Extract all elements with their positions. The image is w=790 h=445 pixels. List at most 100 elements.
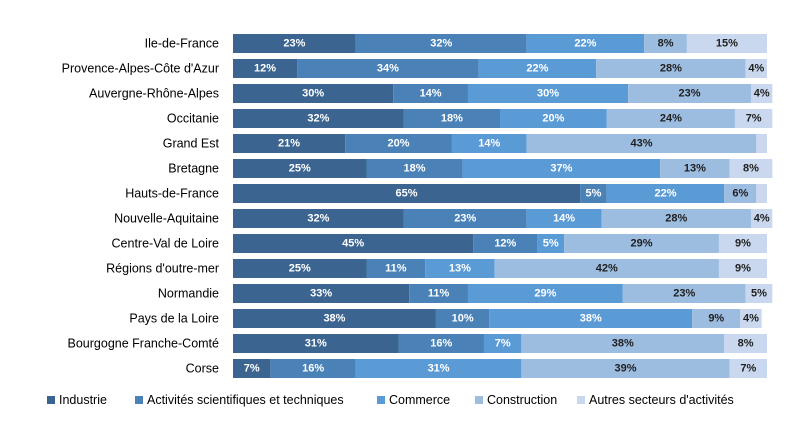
data-label: 8%: [743, 163, 759, 175]
legend-swatch: [377, 396, 385, 404]
data-label: 9%: [708, 313, 724, 325]
data-label: 32%: [307, 213, 329, 225]
category-label: Bretagne: [168, 162, 219, 176]
bar-segment: [398, 334, 484, 353]
data-label: 30%: [302, 88, 324, 100]
data-label: 23%: [283, 38, 305, 50]
bar-segment: [233, 209, 404, 228]
data-label: 14%: [478, 138, 500, 150]
bar-segment: [526, 134, 757, 153]
bar-segment: [451, 134, 527, 153]
bar-segment: [435, 309, 490, 328]
data-label: 13%: [684, 163, 706, 175]
bar-segment: [729, 159, 773, 178]
data-label: 18%: [441, 113, 463, 125]
category-label: Centre-Val de Loire: [112, 237, 220, 251]
legend-label: Industrie: [59, 393, 107, 407]
category-axis-labels: Ile-de-France Provence-Alpes-Côte d'Azur A…: [62, 37, 220, 376]
data-label: 43%: [630, 138, 652, 150]
bar-segment: [644, 34, 687, 53]
category-label: Nouvelle-Aquitaine: [114, 212, 219, 226]
data-label: 21%: [278, 138, 300, 150]
category-label: Grand Est: [163, 137, 220, 151]
bar-segment: [270, 359, 356, 378]
data-label: 4%: [754, 213, 770, 225]
data-label: 4%: [748, 63, 764, 75]
bar-segment: [233, 284, 410, 303]
data-label: 22%: [574, 38, 596, 50]
data-label: 29%: [534, 288, 556, 300]
data-label: 8%: [658, 38, 674, 50]
category-label: Hauts-de-France: [125, 187, 219, 201]
bar-segment: [473, 234, 538, 253]
bar-segment: [355, 34, 527, 53]
data-label: 9%: [735, 238, 751, 250]
bar-segment: [233, 309, 436, 328]
bar-segment: [606, 184, 725, 203]
data-label: 37%: [550, 163, 572, 175]
bar-segment: [745, 284, 773, 303]
data-label: 24%: [660, 113, 682, 125]
bar-segment: [660, 159, 730, 178]
category-label: Pays de la Loire: [129, 312, 219, 326]
data-label: 25%: [289, 163, 311, 175]
data-label: 32%: [430, 38, 452, 50]
data-label: 20%: [388, 138, 410, 150]
data-label: 4%: [743, 313, 759, 325]
bar-segment: [596, 59, 746, 78]
bar-segment: [297, 59, 479, 78]
data-label: 9%: [735, 263, 751, 275]
data-label: 25%: [289, 263, 311, 275]
bar-segment: [425, 259, 495, 278]
category-label: Corse: [186, 362, 219, 376]
bar-segment: [403, 109, 500, 128]
bar-segment: [718, 234, 767, 253]
data-label: 7%: [495, 338, 511, 350]
data-label: 18%: [404, 163, 426, 175]
data-label: 38%: [612, 338, 634, 350]
bar-segment: [233, 359, 271, 378]
data-label: 23%: [673, 288, 695, 300]
data-label: 7%: [746, 113, 762, 125]
data-label: 14%: [553, 213, 575, 225]
bar-segment: [740, 309, 762, 328]
category-label: Normandie: [158, 287, 219, 301]
category-label: Régions d'outre-mer: [106, 262, 219, 276]
bar-segment: [366, 159, 463, 178]
data-label: 29%: [630, 238, 652, 250]
data-label: 20%: [542, 113, 564, 125]
data-label: 5%: [585, 188, 601, 200]
bar-segment: [233, 184, 581, 203]
data-label: 34%: [377, 63, 399, 75]
legend-swatch: [577, 396, 585, 404]
bar-segment: [403, 209, 527, 228]
bar-segment: [483, 334, 522, 353]
data-label: 65%: [396, 188, 418, 200]
category-label: Bourgogne Franche-Comté: [68, 337, 220, 351]
category-label: Auvergne-Rhône-Alpes: [89, 87, 219, 101]
bar-segment: [745, 59, 767, 78]
bar-segment: [409, 284, 468, 303]
data-label: 39%: [614, 363, 636, 375]
data-label: 15%: [716, 38, 738, 50]
legend-swatch: [135, 396, 143, 404]
legend-item: Construction: [475, 393, 557, 407]
data-label: 22%: [526, 63, 548, 75]
bar-segment: [734, 109, 773, 128]
bar-segment: [724, 334, 767, 353]
bar-segment: [526, 209, 602, 228]
data-label: 28%: [660, 63, 682, 75]
bar-segment: [355, 359, 522, 378]
bar-segment: [692, 309, 741, 328]
bar-segment: [366, 259, 426, 278]
data-label: 38%: [580, 313, 602, 325]
legend-swatch: [47, 396, 55, 404]
legend-item: Activités scientifiques et techniques: [135, 393, 344, 407]
bar-segment: [345, 134, 452, 153]
bar-segment: [537, 234, 565, 253]
bar-segment: [686, 34, 767, 53]
bar-segment: [729, 359, 767, 378]
bar-segment: [233, 159, 367, 178]
legend-item: Industrie: [47, 393, 107, 407]
data-label: 4%: [754, 88, 770, 100]
